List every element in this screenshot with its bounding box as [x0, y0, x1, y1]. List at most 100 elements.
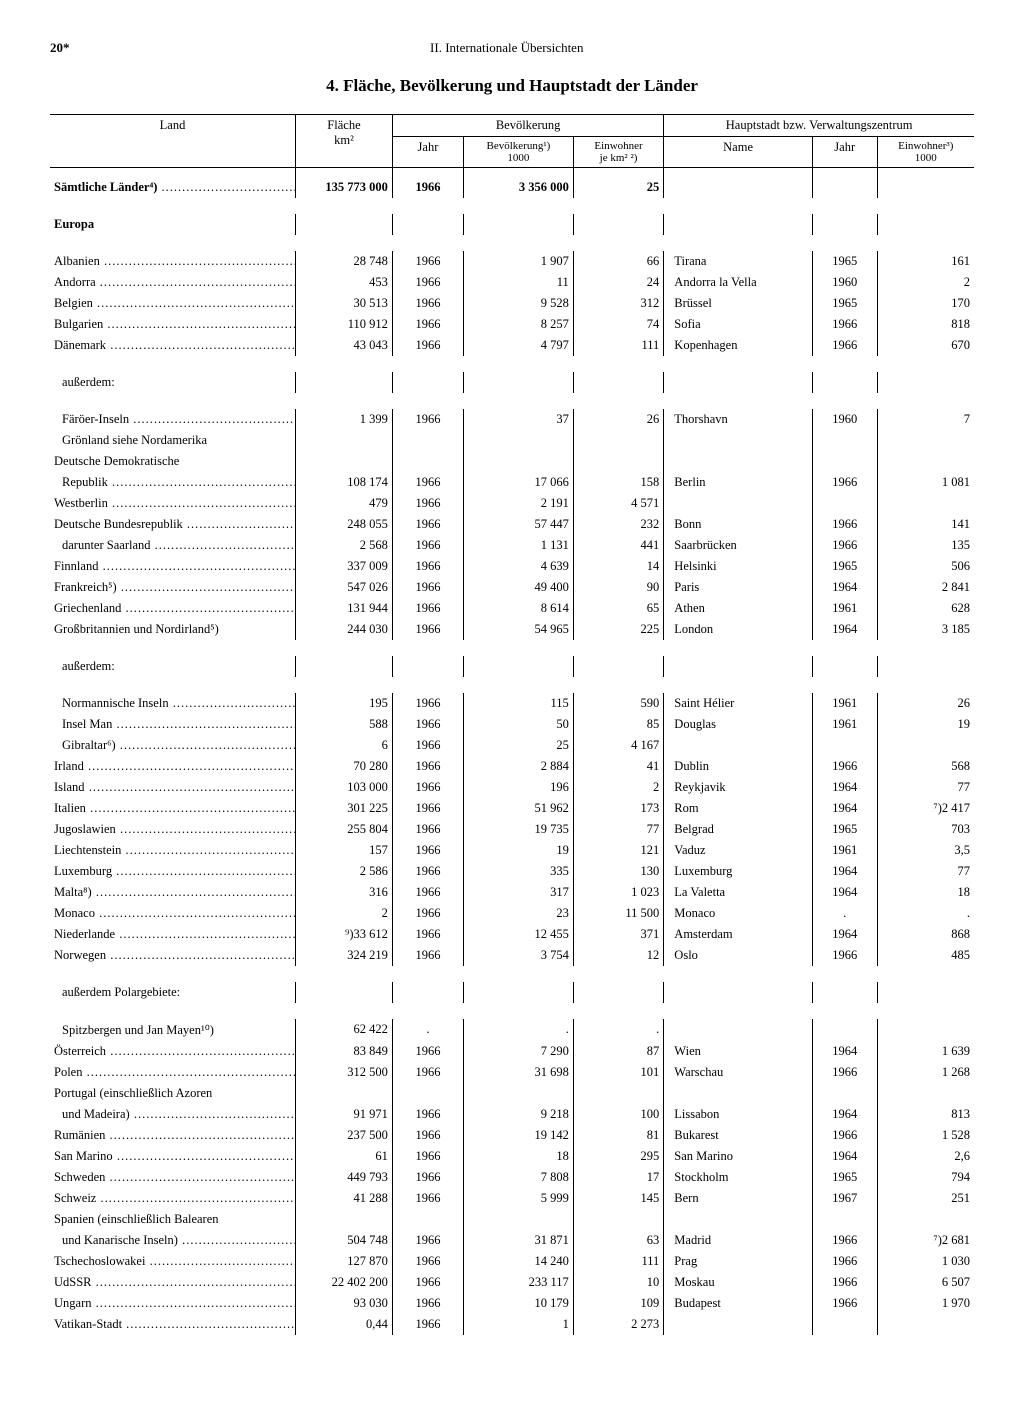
table-row: [50, 677, 974, 693]
cell: 1 399: [296, 409, 393, 430]
table-row: Malta⁸) ................................…: [50, 882, 974, 903]
cell-land: Albanien ...............................…: [50, 251, 296, 272]
cell: [463, 982, 573, 1003]
cell: Luxemburg: [664, 861, 813, 882]
cell: 8 614: [463, 598, 573, 619]
cell: [296, 372, 393, 393]
cell: [664, 1083, 813, 1104]
table-row: Andorra ................................…: [50, 272, 974, 293]
table-row: Liechtenstein ..........................…: [50, 840, 974, 861]
cell: 1964: [812, 577, 877, 598]
cell: 100: [573, 1104, 663, 1125]
cell: 23: [463, 903, 573, 924]
cell-land: Jugoslawien ............................…: [50, 819, 296, 840]
cell: 6: [296, 735, 393, 756]
cell-land: Deutsche Demokratische: [50, 451, 296, 472]
cell: [392, 430, 463, 451]
table-row: Jugoslawien ............................…: [50, 819, 974, 840]
cell: 28 748: [296, 251, 393, 272]
cell: 1966: [392, 335, 463, 356]
cell-land: Ungarn .................................…: [50, 1293, 296, 1314]
cell: 77: [573, 819, 663, 840]
cell: 1966: [812, 1125, 877, 1146]
th-land: Land: [50, 115, 296, 168]
cell: 1965: [812, 1167, 877, 1188]
cell: 1966: [392, 819, 463, 840]
cell: 65: [573, 598, 663, 619]
table-row: Dänemark ...............................…: [50, 335, 974, 356]
cell-land: Portugal (einschließlich Azoren: [50, 1083, 296, 1104]
cell: 11: [463, 272, 573, 293]
cell: Stockholm: [664, 1167, 813, 1188]
cell: 3 185: [877, 619, 974, 640]
cell: 312 500: [296, 1062, 393, 1083]
cell: [573, 982, 663, 1003]
cell: 135: [877, 535, 974, 556]
cell: [812, 372, 877, 393]
table-row: Italien ................................…: [50, 798, 974, 819]
cell: 8 257: [463, 314, 573, 335]
cell: 3,5: [877, 840, 974, 861]
cell: 2: [573, 777, 663, 798]
cell: 12: [573, 945, 663, 966]
cell: 87: [573, 1041, 663, 1062]
table-row: Normannische Inseln ....................…: [50, 693, 974, 714]
cell: 1966: [812, 1251, 877, 1272]
cell: 158: [573, 472, 663, 493]
cell: 62 422: [296, 1019, 393, 1041]
cell: [573, 430, 663, 451]
cell: Athen: [664, 598, 813, 619]
table-row: Frankreich⁵) ...........................…: [50, 577, 974, 598]
table-row: [50, 235, 974, 251]
cell: 25: [573, 168, 663, 199]
cell: Vaduz: [664, 840, 813, 861]
cell: 2 191: [463, 493, 573, 514]
cell: 17: [573, 1167, 663, 1188]
cell: 1966: [392, 493, 463, 514]
cell: 93 030: [296, 1293, 393, 1314]
cell: 324 219: [296, 945, 393, 966]
table-row: Republik ...............................…: [50, 472, 974, 493]
cell: 1966: [392, 840, 463, 861]
table-row: Albanien ...............................…: [50, 251, 974, 272]
cell-land: Polen ..................................…: [50, 1062, 296, 1083]
cell-land: Spanien (einschließlich Balearen: [50, 1209, 296, 1230]
cell: 1966: [392, 577, 463, 598]
cell-land: darunter Saarland ......................…: [50, 535, 296, 556]
cell: 103 000: [296, 777, 393, 798]
cell: 1966: [392, 1188, 463, 1209]
cell: 1 081: [877, 472, 974, 493]
table-row: Bulgarien ..............................…: [50, 314, 974, 335]
cell: 1967: [812, 1188, 877, 1209]
cell: 1966: [392, 903, 463, 924]
cell: 237 500: [296, 1125, 393, 1146]
cell: 1966: [812, 1230, 877, 1251]
cell: 1966: [392, 861, 463, 882]
cell: 25: [463, 735, 573, 756]
cell-land: Norwegen ...............................…: [50, 945, 296, 966]
cell: ⁷)2 681: [877, 1230, 974, 1251]
cell: 90: [573, 577, 663, 598]
table-row: außerdem:: [50, 656, 974, 677]
data-table: Land Fläche km² Bevölkerung Hauptstadt b…: [50, 114, 974, 1335]
table-row: [50, 198, 974, 214]
cell: Thorshavn: [664, 409, 813, 430]
table-row: Spitzbergen und Jan Mayen¹⁰)62 422...: [50, 1019, 974, 1041]
cell: 83 849: [296, 1041, 393, 1062]
cell: 1966: [392, 1251, 463, 1272]
cell: 1966: [812, 535, 877, 556]
cell: [296, 1083, 393, 1104]
cell: 9 528: [463, 293, 573, 314]
cell: 115: [463, 693, 573, 714]
cell: 196: [463, 777, 573, 798]
cell: 10 179: [463, 1293, 573, 1314]
cell-land: Deutsche Bundesrepublik ................…: [50, 514, 296, 535]
cell: 1964: [812, 1104, 877, 1125]
table-row: Norwegen ...............................…: [50, 945, 974, 966]
cell: Saarbrücken: [664, 535, 813, 556]
cell: 77: [877, 777, 974, 798]
cell: [812, 493, 877, 514]
cell: 170: [877, 293, 974, 314]
cell: 1966: [392, 535, 463, 556]
cell: [664, 656, 813, 677]
